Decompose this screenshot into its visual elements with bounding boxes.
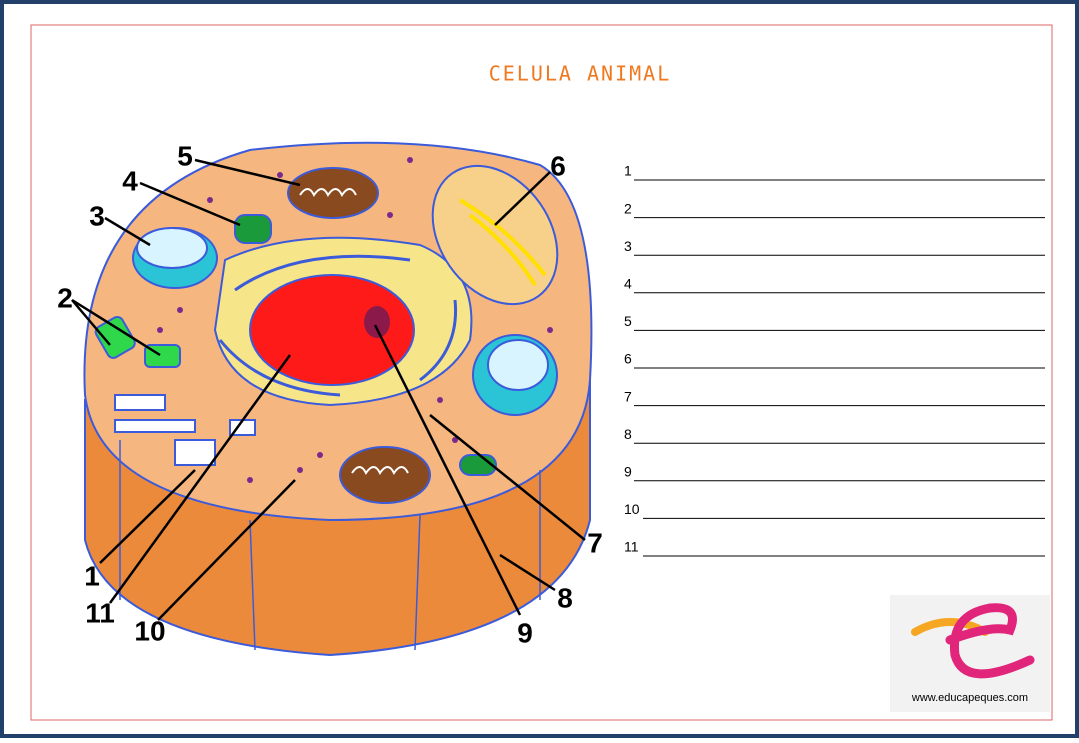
diagram-label: 10: [134, 615, 165, 646]
diagram-label: 1: [84, 560, 100, 591]
worksheet: CELULA ANIMAL www.: [0, 0, 1079, 738]
diagram-label: 3: [89, 200, 105, 231]
answer-number: 9: [624, 464, 632, 480]
logo-url: www.educapeques.com: [911, 692, 1028, 704]
diagram-label: 2: [57, 282, 73, 313]
diagram-label: 6: [550, 150, 566, 181]
diagram-label: 7: [587, 527, 603, 558]
answer-number: 8: [624, 426, 632, 442]
answer-number: 3: [624, 238, 632, 254]
answer-number: 11: [624, 539, 639, 555]
page: CELULA ANIMAL www.: [0, 0, 1079, 738]
cell-drawing: [84, 142, 591, 655]
diagram-label: 4: [122, 165, 138, 196]
answer-number: 6: [624, 351, 632, 367]
answer-number: 7: [624, 388, 632, 404]
diagram-label: 11: [85, 597, 115, 628]
diagram-label: 5: [177, 140, 193, 171]
answer-number: 10: [624, 501, 640, 517]
answer-number: 2: [624, 200, 632, 216]
diagram-label: 9: [517, 617, 533, 648]
answer-number: 4: [624, 276, 632, 292]
title: CELULA ANIMAL: [489, 62, 672, 86]
answer-number: 5: [624, 313, 632, 329]
answer-number: 1: [624, 163, 632, 179]
diagram-label: 8: [557, 582, 573, 613]
logo: www.educapeques.com: [890, 595, 1050, 712]
